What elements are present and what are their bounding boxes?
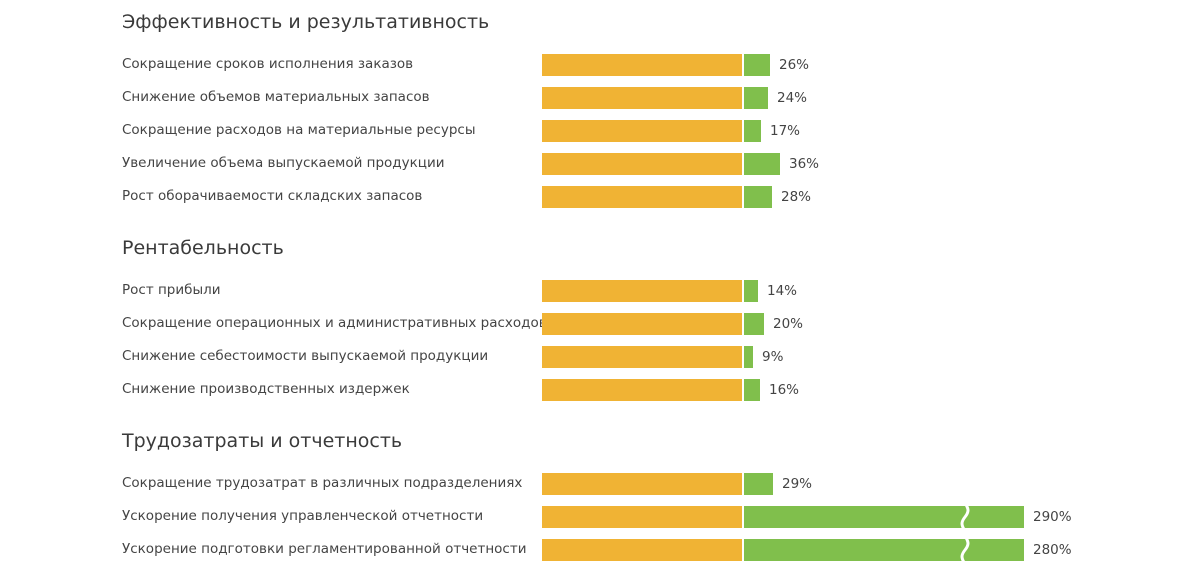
data-label: 28% [781,189,812,205]
row-label: Снижение объемов материальных запасов [122,89,430,105]
axis-break-icon [960,536,970,564]
axis-break-icon [960,503,970,531]
row-label: Увеличение объема выпускаемой продукции [122,155,445,171]
data-label: 36% [789,156,820,172]
bar-base-segment [542,54,742,76]
bar-value-segment [744,153,780,175]
data-label: 9% [762,349,784,365]
bar-value-segment [744,87,768,109]
row-label: Рост оборачиваемости складских запасов [122,188,423,204]
bar-value-segment [744,54,770,76]
data-label: 26% [779,57,810,73]
data-label: 14% [767,283,798,299]
data-label: 280% [1033,542,1072,558]
bar-value-segment [744,186,772,208]
bar-value-segment [744,473,773,495]
section-title: Трудозатраты и отчетность [122,430,403,452]
section-title: Рентабельность [122,237,284,259]
bar-base-segment [542,153,742,175]
row-label: Сокращение операционных и административн… [122,315,547,331]
bar-value-segment [744,313,764,335]
row-label: Ускорение подготовки регламентированной … [122,541,527,557]
data-label: 29% [782,476,813,492]
bar-base-segment [542,313,742,335]
row-label: Снижение производственных издержек [122,381,410,397]
row-label: Сокращение сроков исполнения заказов [122,56,414,72]
data-label: 24% [777,90,808,106]
bar-value-segment [744,539,1024,561]
bar-value-segment [744,280,758,302]
row-label: Снижение себестоимости выпускаемой проду… [122,348,489,364]
bar-value-segment [744,120,761,142]
data-label: 17% [770,123,801,139]
data-label: 16% [769,382,800,398]
section-title: Эффективность и результативность [122,11,490,33]
bar-value-segment [744,506,1024,528]
row-label: Ускорение получения управленческой отчет… [122,508,484,524]
bar-base-segment [542,186,742,208]
bar-value-segment [744,379,760,401]
data-label: 290% [1033,509,1072,525]
row-label: Рост прибыли [122,282,221,298]
bar-base-segment [542,506,742,528]
bar-base-segment [542,379,742,401]
bar-base-segment [542,539,742,561]
row-label: Сокращение расходов на материальные ресу… [122,122,476,138]
bar-base-segment [542,87,742,109]
bar-base-segment [542,120,742,142]
bar-base-segment [542,473,742,495]
row-label: Сокращение трудозатрат в различных подра… [122,475,523,491]
data-label: 20% [773,316,804,332]
bar-base-segment [542,346,742,368]
bar-base-segment [542,280,742,302]
bar-value-segment [744,346,753,368]
